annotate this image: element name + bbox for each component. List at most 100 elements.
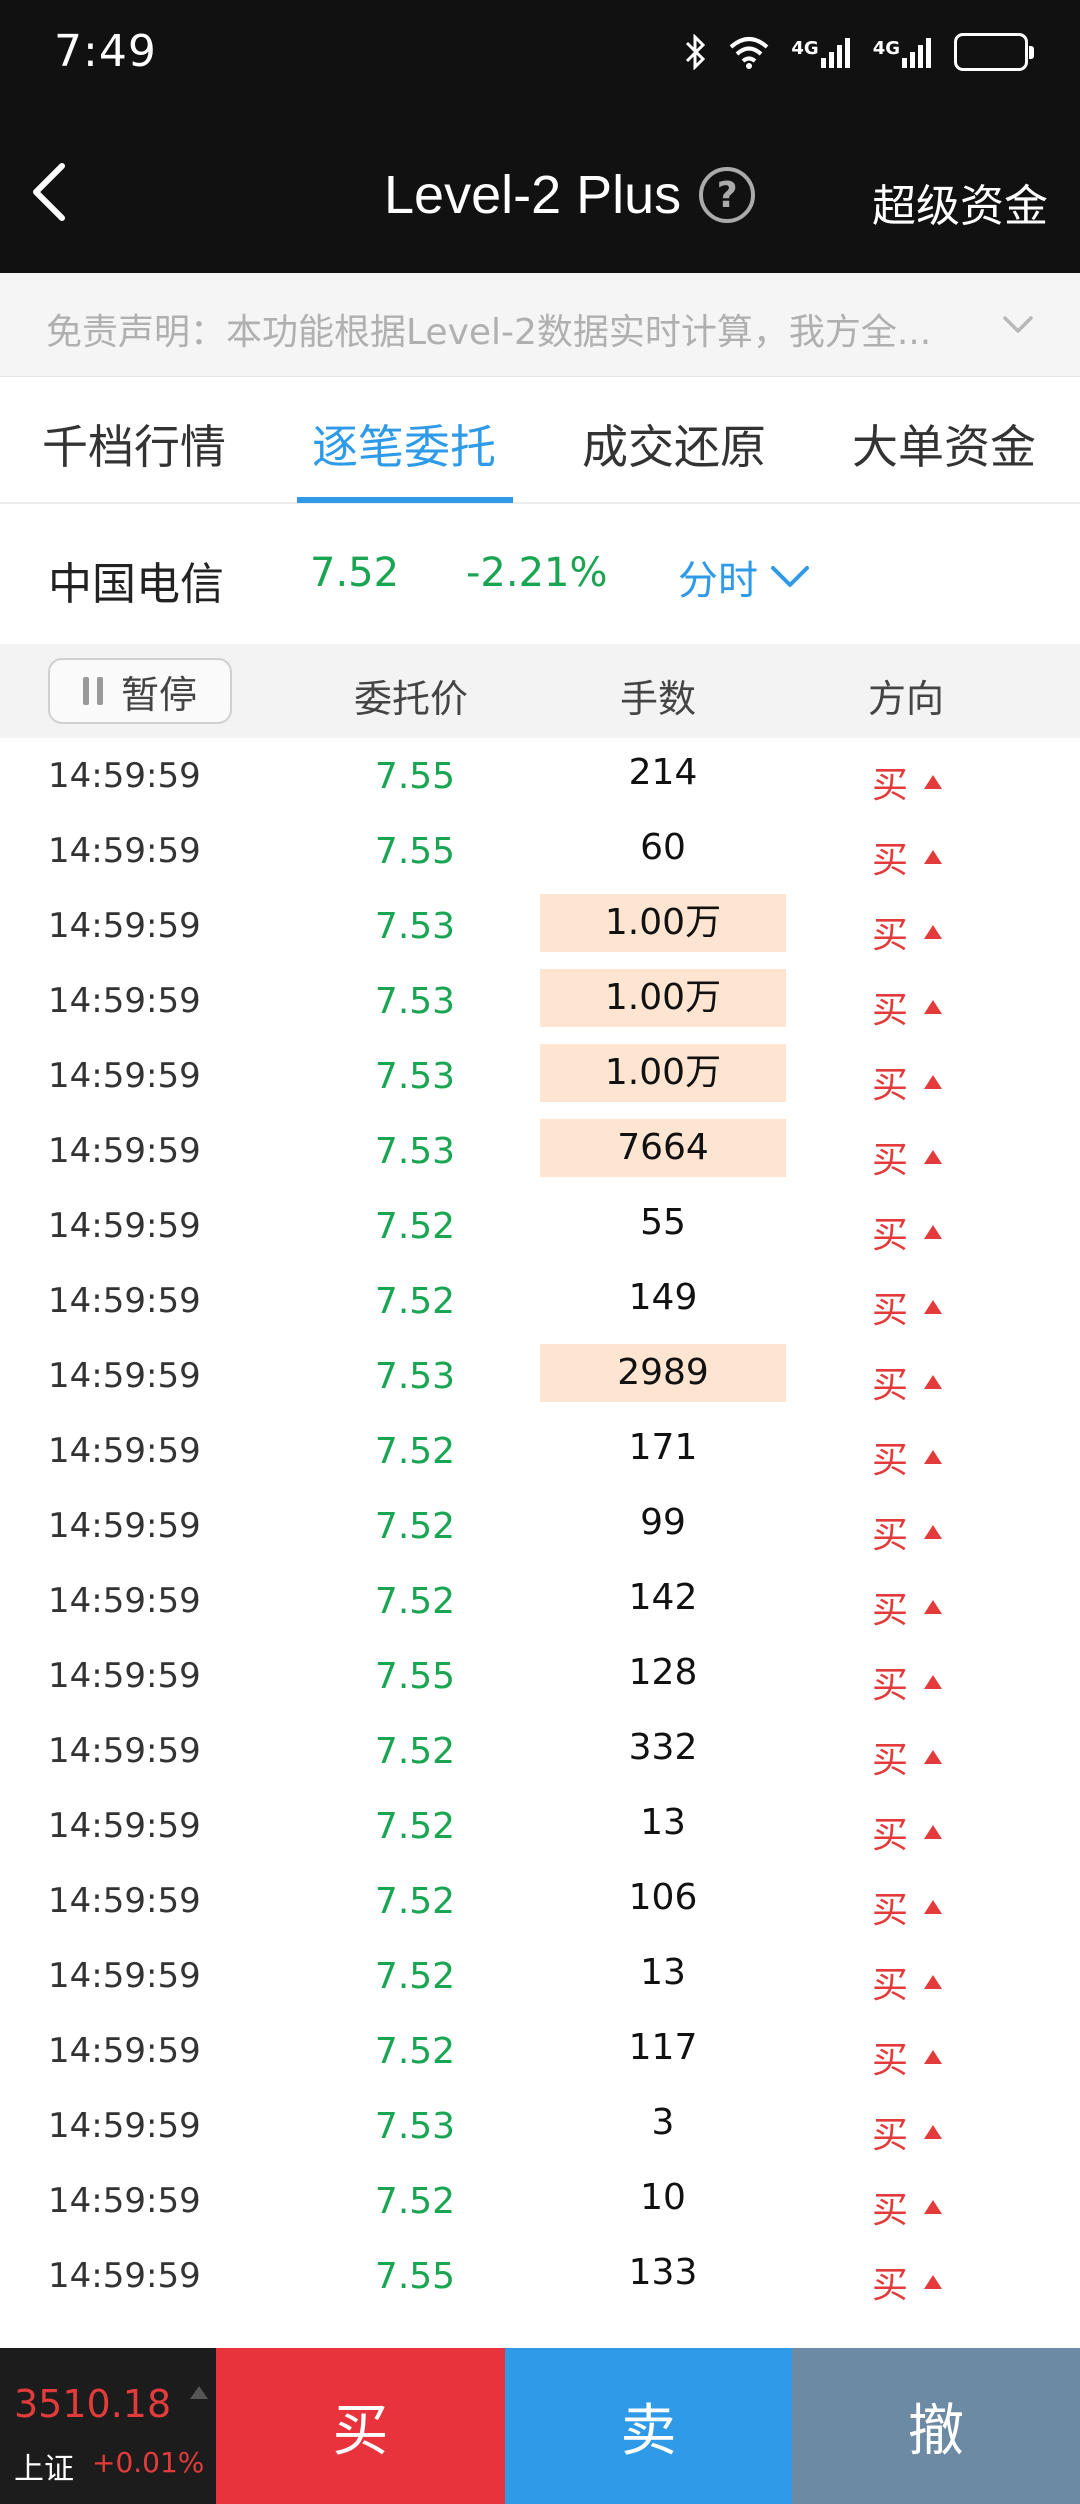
stock-info: 中国电信 7.52 -2.21% 分时 bbox=[0, 504, 1080, 644]
tab-tick-orders[interactable]: 逐笔委托 bbox=[312, 420, 496, 474]
row-volume: 214 bbox=[628, 752, 698, 793]
up-arrow-icon bbox=[190, 2386, 208, 2399]
row-direction-label: 买 bbox=[872, 1965, 909, 2006]
tab-trade-replay[interactable]: 成交还原 bbox=[582, 420, 766, 474]
row-price: 7.53 bbox=[374, 1131, 456, 1172]
table-row: 14:59:59 7.53 1.00万 买 bbox=[0, 888, 1080, 963]
row-volume: 117 bbox=[628, 2027, 698, 2068]
back-arrow-icon[interactable] bbox=[22, 160, 82, 224]
row-direction-label: 买 bbox=[872, 2265, 909, 2306]
row-price: 7.53 bbox=[374, 981, 456, 1022]
row-direction-label: 买 bbox=[872, 990, 909, 1031]
row-time: 14:59:59 bbox=[48, 906, 201, 946]
help-icon[interactable]: ? bbox=[699, 167, 756, 223]
bottom-trade-bar: 3510.18 上证 +0.01% 买 卖 撤 bbox=[0, 2348, 1080, 2504]
row-direction-label: 买 bbox=[872, 2190, 909, 2231]
row-volume: 332 bbox=[628, 1727, 698, 1768]
chevron-down-icon[interactable] bbox=[1002, 309, 1034, 339]
row-direction: 买 bbox=[872, 981, 943, 1033]
table-header: 暂停 委托价 手数 方向 bbox=[0, 644, 1080, 738]
row-time: 14:59:59 bbox=[48, 1206, 201, 1246]
row-time: 14:59:59 bbox=[48, 1506, 201, 1546]
tab-bar: 千档行情 逐笔委托 成交还原 大单资金 bbox=[0, 377, 1080, 504]
timeframe-selector[interactable]: 分时 bbox=[678, 548, 810, 606]
table-row: 14:59:59 7.53 2989 买 bbox=[0, 1338, 1080, 1413]
row-price: 7.55 bbox=[374, 831, 456, 872]
up-triangle-icon bbox=[924, 1600, 943, 1614]
row-direction: 买 bbox=[872, 756, 943, 808]
row-price: 7.52 bbox=[374, 1806, 456, 1847]
index-ticker[interactable]: 3510.18 上证 +0.01% bbox=[0, 2348, 216, 2504]
table-row: 14:59:59 7.55 214 买 bbox=[0, 738, 1080, 813]
table-row: 14:59:59 7.52 332 买 bbox=[0, 1713, 1080, 1788]
up-triangle-icon bbox=[924, 1375, 943, 1389]
table-row: 14:59:59 7.52 13 买 bbox=[0, 1938, 1080, 2013]
row-time: 14:59:59 bbox=[48, 1281, 201, 1321]
status-icons: 4G 4G bbox=[685, 28, 1034, 76]
table-row: 14:59:59 7.52 142 买 bbox=[0, 1563, 1080, 1638]
tab-active-indicator bbox=[297, 497, 513, 503]
row-price: 7.55 bbox=[374, 2256, 456, 2297]
tab-order-book[interactable]: 千档行情 bbox=[42, 420, 226, 474]
row-direction-label: 买 bbox=[872, 1740, 909, 1781]
table-row: 14:59:59 7.52 106 买 bbox=[0, 1863, 1080, 1938]
row-time: 14:59:59 bbox=[48, 1581, 201, 1621]
stock-name: 中国电信 bbox=[48, 559, 224, 610]
disclaimer-text: 免责声明：本功能根据Level-2数据实时计算，我方全... bbox=[46, 312, 932, 353]
row-direction: 买 bbox=[872, 1806, 943, 1858]
row-direction: 买 bbox=[872, 1881, 943, 1933]
up-triangle-icon bbox=[924, 1750, 943, 1764]
sell-button[interactable]: 卖 bbox=[505, 2348, 792, 2504]
row-price: 7.52 bbox=[374, 2181, 456, 2222]
table-row: 14:59:59 7.55 128 买 bbox=[0, 1638, 1080, 1713]
super-funds-link[interactable]: 超级资金 bbox=[872, 181, 1048, 232]
disclaimer-bar[interactable]: 免责声明：本功能根据Level-2数据实时计算，我方全... bbox=[0, 273, 1080, 377]
row-volume: 2989 bbox=[540, 1344, 786, 1402]
stock-price: 7.52 bbox=[310, 550, 400, 596]
row-volume: 149 bbox=[628, 1277, 698, 1318]
row-time: 14:59:59 bbox=[48, 981, 201, 1021]
up-triangle-icon bbox=[924, 1825, 943, 1839]
up-triangle-icon bbox=[924, 2125, 943, 2139]
row-direction: 买 bbox=[872, 1206, 943, 1258]
table-row: 14:59:59 7.53 1.00万 买 bbox=[0, 963, 1080, 1038]
tab-large-order-funds[interactable]: 大单资金 bbox=[852, 420, 1036, 474]
cellular-signal-icon: 4G bbox=[791, 36, 850, 68]
table-row: 14:59:59 7.53 7664 买 bbox=[0, 1113, 1080, 1188]
row-direction: 买 bbox=[872, 1131, 943, 1183]
row-time: 14:59:59 bbox=[48, 756, 201, 796]
cancel-order-button[interactable]: 撤 bbox=[792, 2348, 1080, 2504]
row-price: 7.53 bbox=[374, 906, 456, 947]
row-direction: 买 bbox=[872, 1656, 943, 1708]
index-change: +0.01% bbox=[92, 2446, 205, 2479]
row-volume: 99 bbox=[640, 1502, 686, 1543]
page-title: Level-2 Plus bbox=[384, 165, 682, 225]
row-direction-label: 买 bbox=[872, 2115, 909, 2156]
pause-button[interactable]: 暂停 bbox=[48, 658, 232, 724]
up-triangle-icon bbox=[924, 1300, 943, 1314]
row-volume: 133 bbox=[628, 2252, 698, 2293]
up-triangle-icon bbox=[924, 1450, 943, 1464]
row-direction-label: 买 bbox=[872, 1365, 909, 1406]
row-volume: 7664 bbox=[540, 1119, 786, 1177]
up-triangle-icon bbox=[924, 2050, 943, 2064]
row-volume: 1.00万 bbox=[540, 969, 786, 1027]
row-direction: 买 bbox=[872, 1056, 943, 1108]
row-price: 7.52 bbox=[374, 1881, 456, 1922]
row-price: 7.52 bbox=[374, 1431, 456, 1472]
row-price: 7.53 bbox=[374, 1056, 456, 1097]
row-direction-label: 买 bbox=[872, 1290, 909, 1331]
row-time: 14:59:59 bbox=[48, 1956, 201, 1996]
up-triangle-icon bbox=[924, 925, 943, 939]
chevron-down-icon bbox=[771, 566, 809, 587]
row-direction-label: 买 bbox=[872, 1140, 909, 1181]
row-direction: 买 bbox=[872, 906, 943, 958]
order-list: 14:59:59 7.55 214 买 14:59:59 7.55 60 买 14:59:59 7… bbox=[0, 738, 1080, 2313]
status-time: 7:49 bbox=[54, 26, 157, 77]
buy-button[interactable]: 买 bbox=[216, 2348, 505, 2504]
index-value: 3510.18 bbox=[14, 2382, 172, 2426]
table-row: 14:59:59 7.52 171 买 bbox=[0, 1413, 1080, 1488]
table-row: 14:59:59 7.53 1.00万 买 bbox=[0, 1038, 1080, 1113]
table-row: 14:59:59 7.55 133 买 bbox=[0, 2238, 1080, 2313]
page-title-wrap: Level-2 Plus ? bbox=[384, 164, 756, 226]
